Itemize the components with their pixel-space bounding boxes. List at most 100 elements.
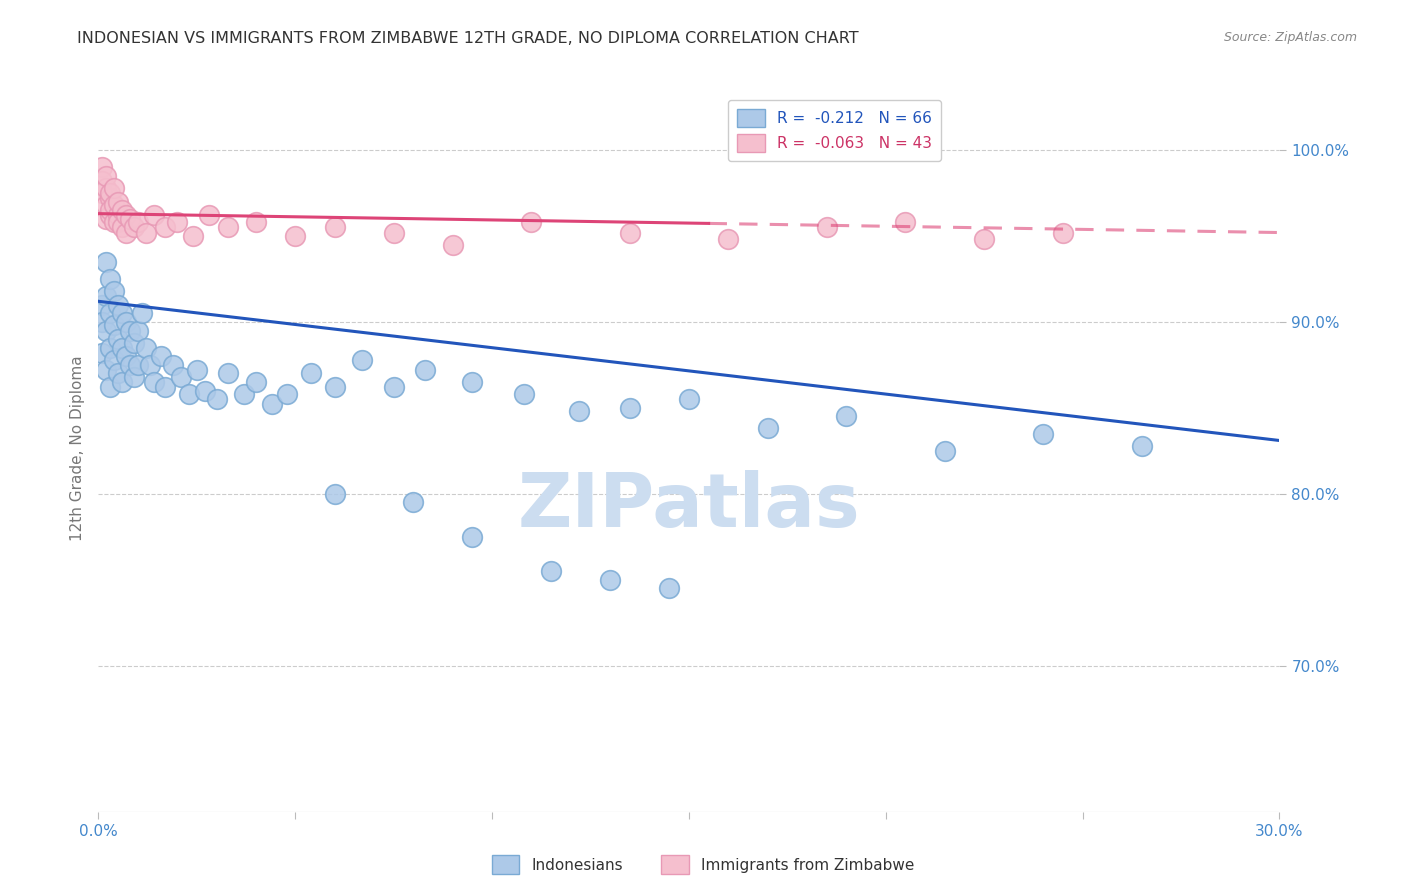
Point <box>717 232 740 246</box>
Point <box>107 194 129 209</box>
Point <box>461 530 484 544</box>
Point <box>91 346 114 360</box>
Point <box>323 220 346 235</box>
Point <box>1130 439 1153 453</box>
Point <box>162 358 184 372</box>
Point <box>127 358 149 372</box>
Point <box>91 315 114 329</box>
Point <box>96 198 118 212</box>
Point <box>382 226 405 240</box>
Point <box>103 198 125 212</box>
Point <box>245 215 267 229</box>
Point <box>103 215 125 229</box>
Point <box>96 363 118 377</box>
Point <box>1052 226 1074 240</box>
Point <box>111 306 134 320</box>
Point <box>127 324 149 338</box>
Point <box>166 215 188 229</box>
Point <box>276 387 298 401</box>
Point <box>96 211 118 226</box>
Point <box>107 332 129 346</box>
Point <box>111 341 134 355</box>
Point <box>96 289 118 303</box>
Point <box>186 363 208 377</box>
Point <box>835 409 858 424</box>
Point <box>205 392 228 407</box>
Point <box>111 203 134 218</box>
Point <box>118 358 141 372</box>
Point <box>103 318 125 333</box>
Point <box>142 375 165 389</box>
Point <box>115 349 138 363</box>
Point <box>138 358 160 372</box>
Point <box>177 387 200 401</box>
Point <box>98 306 121 320</box>
Point <box>323 380 346 394</box>
Point <box>107 215 129 229</box>
Point <box>233 387 256 401</box>
Point <box>98 380 121 394</box>
Point <box>96 254 118 268</box>
Point <box>461 375 484 389</box>
Point <box>599 573 621 587</box>
Text: INDONESIAN VS IMMIGRANTS FROM ZIMBABWE 12TH GRADE, NO DIPLOMA CORRELATION CHART: INDONESIAN VS IMMIGRANTS FROM ZIMBABWE 1… <box>77 31 859 46</box>
Point <box>122 220 145 235</box>
Point <box>197 208 219 222</box>
Point <box>107 367 129 381</box>
Point <box>115 226 138 240</box>
Point <box>568 404 591 418</box>
Point <box>155 220 177 235</box>
Point <box>115 315 138 329</box>
Legend: Indonesians, Immigrants from Zimbabwe: Indonesians, Immigrants from Zimbabwe <box>485 849 921 880</box>
Text: ZIPatlas: ZIPatlas <box>517 470 860 543</box>
Point <box>619 401 641 415</box>
Point <box>91 174 114 188</box>
Point <box>150 349 173 363</box>
Point <box>402 495 425 509</box>
Point <box>98 186 121 200</box>
Point <box>111 375 134 389</box>
Legend: R =  -0.212   N = 66, R =  -0.063   N = 43: R = -0.212 N = 66, R = -0.063 N = 43 <box>728 100 941 161</box>
Point <box>135 341 157 355</box>
Point <box>934 443 956 458</box>
Point <box>103 181 125 195</box>
Text: Source: ZipAtlas.com: Source: ZipAtlas.com <box>1223 31 1357 45</box>
Y-axis label: 12th Grade, No Diploma: 12th Grade, No Diploma <box>69 355 84 541</box>
Point <box>413 363 436 377</box>
Point <box>973 232 995 246</box>
Point <box>299 367 322 381</box>
Point <box>115 208 138 222</box>
Point <box>756 421 779 435</box>
Point <box>118 211 141 226</box>
Point <box>111 220 134 235</box>
Point <box>245 375 267 389</box>
Point <box>91 186 114 200</box>
Point <box>815 220 838 235</box>
Point <box>142 208 165 222</box>
Point <box>170 370 193 384</box>
Point <box>118 324 141 338</box>
Point <box>91 298 114 312</box>
Point <box>1032 426 1054 441</box>
Point <box>352 352 374 367</box>
Point <box>658 582 681 596</box>
Point <box>122 370 145 384</box>
Point <box>540 564 562 578</box>
Point <box>217 220 239 235</box>
Point <box>678 392 700 407</box>
Point <box>96 181 118 195</box>
Point <box>96 324 118 338</box>
Point <box>323 487 346 501</box>
Point <box>107 298 129 312</box>
Point <box>103 284 125 298</box>
Point <box>131 306 153 320</box>
Point <box>217 367 239 381</box>
Point <box>107 208 129 222</box>
Point <box>512 387 534 401</box>
Point <box>181 229 204 244</box>
Point <box>894 215 917 229</box>
Point <box>98 208 121 222</box>
Point <box>155 380 177 394</box>
Point <box>520 215 543 229</box>
Point <box>284 229 307 244</box>
